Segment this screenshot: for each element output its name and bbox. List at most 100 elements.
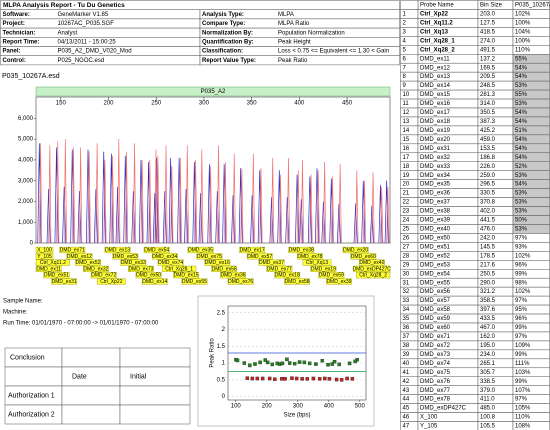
peak [278, 174, 283, 244]
peak [277, 170, 282, 244]
table-text: DMD_ex75 [420, 370, 451, 376]
peak [123, 155, 128, 244]
table-text: 54% [515, 146, 528, 152]
conclusion-cell [4, 366, 63, 387]
table-text: 53% [515, 101, 528, 107]
table-text: 30 [403, 271, 410, 277]
table-text: 6 [403, 56, 407, 62]
probe-label: DMD_ex17 [240, 248, 265, 254]
probe-label-box [220, 272, 246, 279]
header-value: Loss < 0.75 <= Equivalent <= 1.30 < Gain [278, 49, 389, 55]
peak [14, 145, 16, 243]
probe-label-box [143, 246, 170, 254]
table-header-cell [400, 0, 419, 10]
ratio-point [314, 362, 318, 366]
table-text: 467.0 [480, 325, 496, 331]
header-label: Analysis Type: [202, 12, 244, 18]
peak [71, 147, 76, 244]
table-text: 425.2 [480, 128, 496, 134]
ratio-point [255, 376, 260, 381]
plot-frame [35, 96, 391, 244]
table-text: Ctrl_Xq13 [420, 29, 449, 35]
probe-label: DMD_ex54 [144, 248, 169, 254]
peak [338, 164, 342, 244]
table-text: 209.5 [480, 74, 496, 80]
table-text: 21 [403, 191, 410, 197]
peak [369, 205, 374, 244]
header-value: Peak Ratio [278, 58, 308, 64]
table-text: 137.2 [480, 56, 496, 62]
table-text: 31 [403, 280, 410, 286]
probe-label-box [239, 246, 266, 254]
table-text: 96% [515, 262, 528, 268]
table-text: 46 [403, 415, 410, 421]
ratio-point [305, 377, 309, 381]
machine: Machine: [3, 310, 28, 316]
run-time: Run Time: 01/01/1970 - 07:00:00 -> 01/01… [3, 321, 159, 327]
conclusion-cell [119, 385, 191, 406]
peak [103, 159, 107, 244]
peak [87, 151, 91, 244]
table-text: 4 [403, 38, 407, 44]
table-header: Probe Name [420, 3, 454, 9]
y-tick-label: 1,000 [18, 220, 34, 226]
peak [77, 191, 82, 244]
ratio-point [332, 359, 337, 364]
probe-label-box [302, 259, 332, 266]
ratio-point [273, 377, 277, 381]
table-text: 40 [403, 361, 410, 367]
probe-label: DMD_ex32 [83, 266, 108, 272]
ratio-point [326, 362, 330, 367]
table-text: Ctrl_Xq28_1 [420, 38, 455, 44]
table-text: 2 [403, 20, 407, 26]
table-text: 55% [515, 92, 528, 98]
ratio-point [297, 360, 302, 364]
peak [251, 153, 255, 244]
table-text: Ctrl_Xq11.2 [420, 20, 453, 26]
probe-label-box [310, 265, 337, 273]
y-tick-label: 0.5 [217, 377, 226, 383]
ratio-point [285, 357, 289, 362]
table-text: 397.6 [480, 307, 496, 313]
table-text: 54% [515, 182, 528, 188]
probe-label: DMD_ex50 [136, 273, 161, 279]
peak [170, 166, 174, 244]
ratio-point [347, 361, 352, 366]
table-text: 195.0 [480, 343, 496, 349]
peak [216, 145, 221, 244]
probe-label: Ctrl_Xq28_2 [359, 273, 387, 279]
probe-label: DMD_ex12 [67, 254, 92, 260]
peaks [12, 135, 390, 244]
y-tick-label: 2,000 [18, 199, 34, 205]
peak [12, 135, 15, 243]
header-value: MLPA Ratio [278, 21, 310, 27]
table-text: 99% [515, 352, 528, 358]
peak [271, 157, 275, 244]
probe-label: DMD_ex51 [44, 273, 69, 279]
table-text: 97% [515, 334, 528, 340]
conclusion-cell [61, 385, 121, 406]
table-text: 186.8 [480, 155, 496, 161]
ratio-point [307, 361, 312, 366]
table-text: 100.8 [480, 415, 496, 421]
ratio-point [330, 362, 334, 366]
peak [62, 186, 67, 244]
table-text: 54% [515, 74, 528, 80]
table-text: 109% [515, 343, 531, 349]
table-text: DMD_ex78 [420, 397, 451, 403]
table-text: 99% [515, 379, 528, 385]
table-text: DMD_ex14 [420, 83, 451, 89]
probe-label: DMD_ex59 [319, 273, 344, 279]
x-tick-label: 300 [199, 101, 210, 107]
table-text: 12 [403, 110, 410, 116]
header-value: P025_NGOC.esd [58, 58, 105, 64]
table-text: 433.5 [480, 316, 496, 322]
table-text: 47 [403, 424, 410, 430]
peak [152, 193, 157, 244]
table-text: 100% [515, 20, 531, 26]
table-text: 485.0 [480, 406, 496, 412]
conclusion-title: Conclusion [10, 354, 45, 361]
table-text: DMD_ex56 [420, 289, 451, 295]
peak [162, 191, 167, 244]
probe-label: DMD_ex72 [91, 273, 116, 279]
